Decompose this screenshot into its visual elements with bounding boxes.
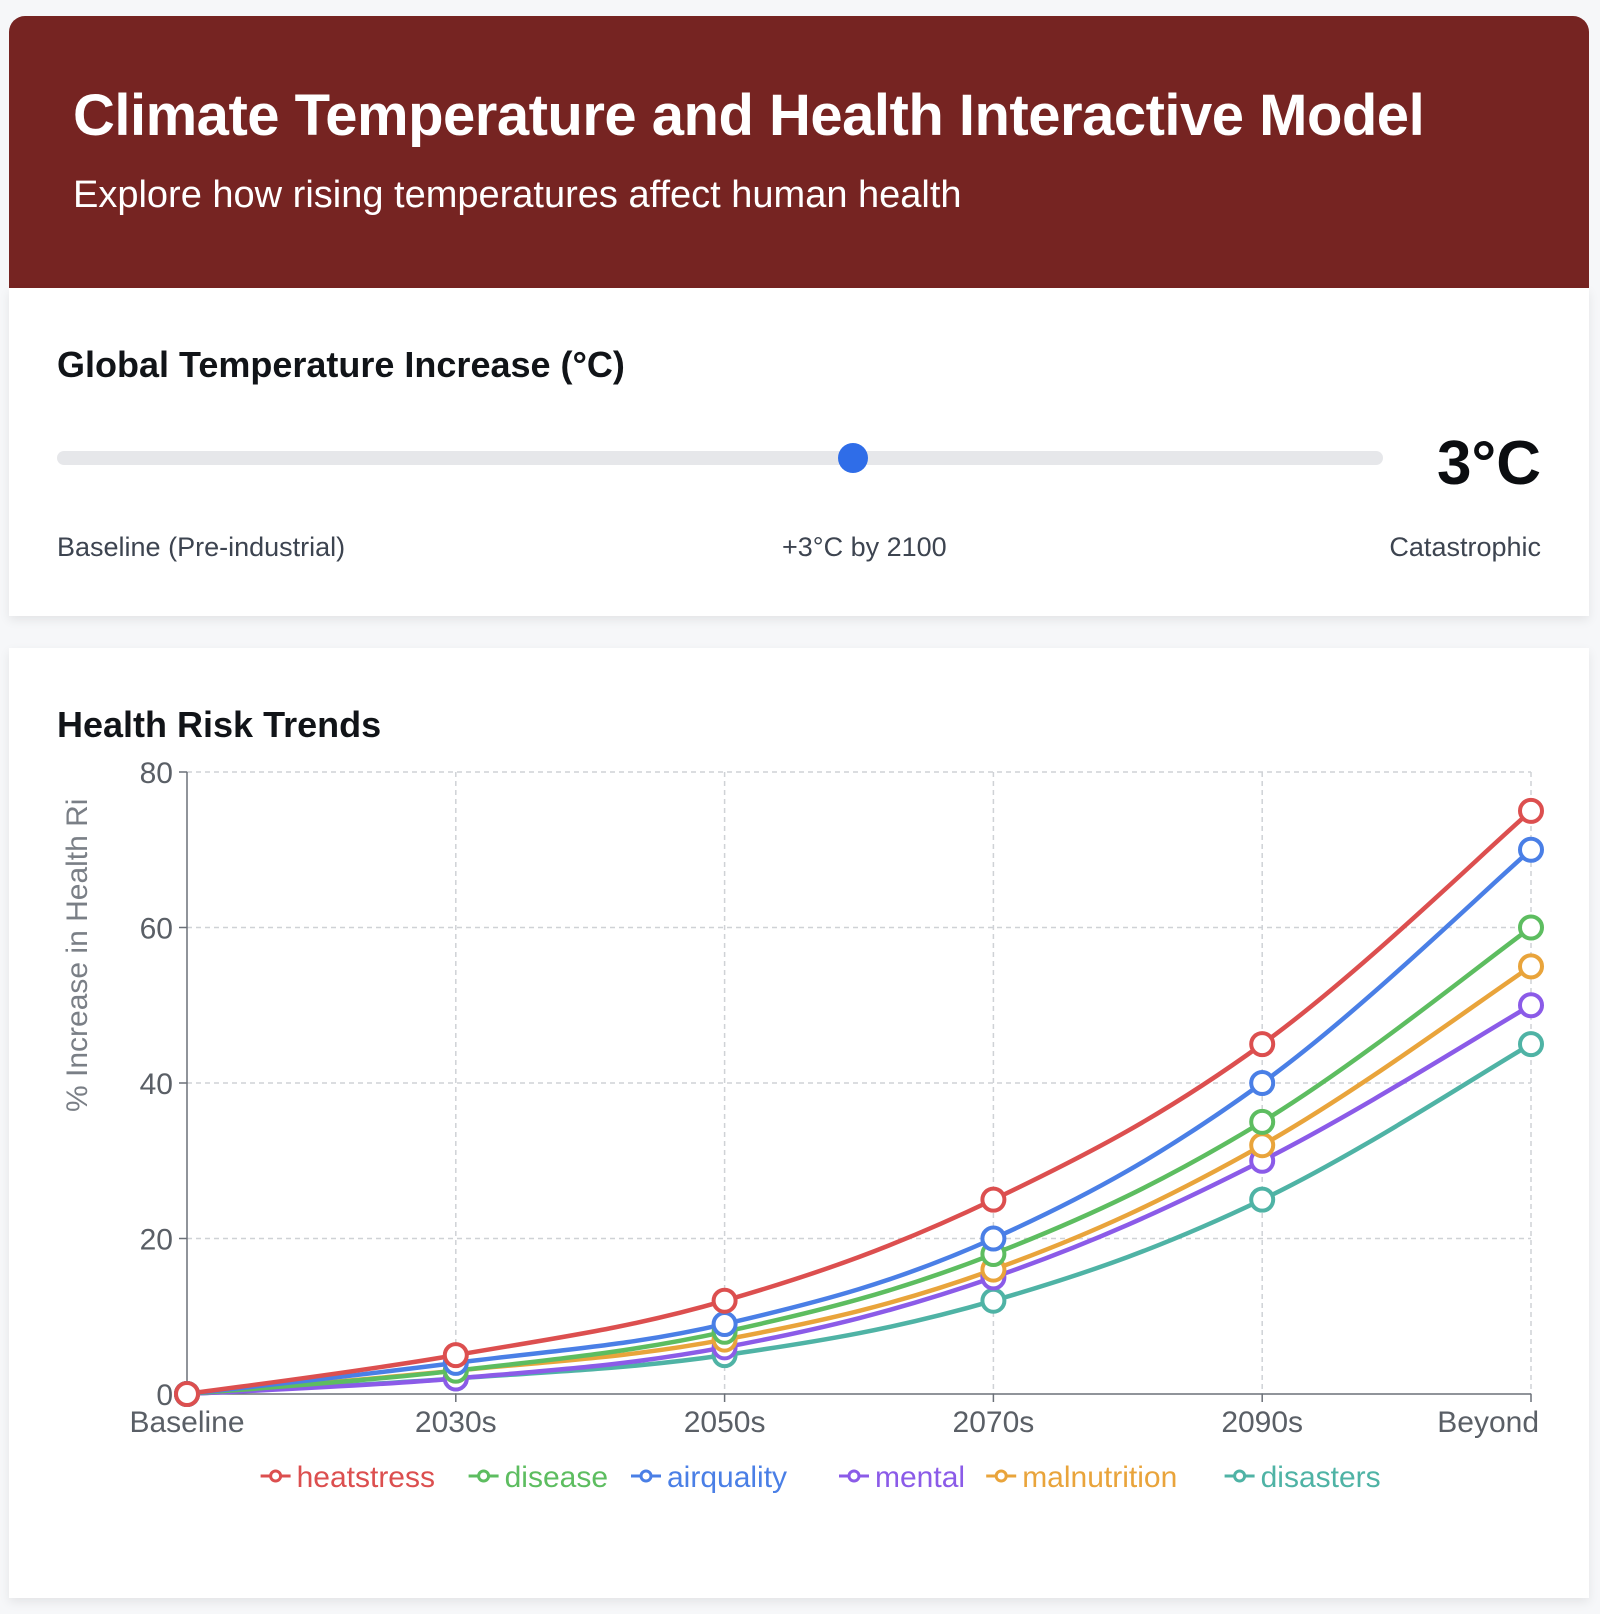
data-point-disasters	[1249, 1186, 1276, 1213]
series-line-airquality	[186, 848, 1533, 1397]
temperature-value-display: 3°C	[1436, 429, 1541, 498]
data-point-airquality	[1518, 836, 1544, 863]
x-tick-label: 2070s	[953, 1406, 1035, 1439]
slider-label-max: Catastrophic	[1389, 532, 1541, 562]
legend-label-disease: disease	[505, 1461, 608, 1494]
data-point-heatstress	[442, 1342, 469, 1369]
temperature-control-card: Global Temperature Increase (°C) 3°C Bas…	[9, 288, 1589, 616]
data-point-airquality	[711, 1311, 738, 1338]
health-risk-card: Health Risk Trends 0 20 40 60 80 Baseline 2030…	[9, 648, 1589, 1598]
series-line-disasters	[186, 1042, 1533, 1397]
data-point-disease	[1518, 914, 1544, 941]
legend-label-heatstress: heatstress	[297, 1461, 435, 1494]
page-subtitle: Explore how rising temperatures affect h…	[73, 174, 962, 216]
data-point-mental	[1518, 992, 1544, 1019]
data-point-malnutrition	[1518, 953, 1544, 980]
legend-marker-mental	[847, 1469, 861, 1483]
temperature-slider-track[interactable]	[57, 451, 1383, 465]
y-tick-label: 20	[140, 1224, 173, 1257]
series-line-heatstress	[186, 809, 1533, 1397]
x-tick-label: 2090s	[1221, 1406, 1303, 1439]
legend-marker-airquality	[639, 1469, 653, 1483]
data-point-airquality	[980, 1225, 1007, 1252]
data-point-heatstress	[1518, 797, 1544, 824]
app-header: Climate Temperature and Health Interacti…	[9, 16, 1589, 288]
data-point-disasters	[980, 1287, 1007, 1314]
data-point-heatstress	[1249, 1031, 1276, 1058]
data-point-disasters	[1518, 1031, 1544, 1058]
data-point-airquality	[1249, 1070, 1276, 1096]
page-title: Climate Temperature and Health Interacti…	[73, 83, 1425, 148]
legend-label-disasters: disasters	[1261, 1461, 1381, 1494]
slider-label-min: Baseline (Pre-industrial)	[57, 532, 346, 562]
y-tick-label: 80	[140, 757, 173, 790]
y-axis-label: % Increase in Health Ri	[61, 799, 94, 1112]
x-tick-label: 2050s	[684, 1406, 766, 1439]
legend-label-mental: mental	[875, 1461, 965, 1494]
data-point-heatstress	[711, 1287, 738, 1314]
y-tick-label: 60	[140, 913, 173, 946]
legend-label-airquality: airquality	[667, 1461, 787, 1494]
series-line-mental	[186, 1003, 1533, 1397]
y-tick-label: 0	[156, 1379, 173, 1412]
slider-label-current: +3°C by 2100	[782, 532, 947, 562]
data-point-heatstress	[174, 1381, 200, 1407]
y-tick-label: 40	[140, 1068, 173, 1101]
legend-label-malnutrition: malnutrition	[1022, 1461, 1177, 1494]
health-risk-line-chart: 0 20 40 60 80 Baseline 2030s 2050s 2070s 2090s Bey…	[61, 757, 1544, 1494]
temperature-slider-thumb[interactable]	[837, 443, 868, 473]
legend-marker-disasters	[1233, 1469, 1247, 1483]
x-tick-label: Baseline	[129, 1406, 244, 1439]
legend-marker-disease	[477, 1469, 491, 1483]
data-point-malnutrition	[1249, 1132, 1276, 1159]
x-tick-label: 2030s	[415, 1406, 497, 1439]
series-line-disease	[186, 925, 1533, 1397]
x-tick-label: Beyond	[1437, 1406, 1539, 1439]
data-point-heatstress	[980, 1186, 1007, 1213]
legend-marker-heatstress	[269, 1469, 283, 1483]
data-point-disease	[1249, 1108, 1276, 1135]
legend-marker-malnutrition	[994, 1469, 1008, 1483]
chart-title: Health Risk Trends	[57, 704, 382, 745]
temperature-control-title: Global Temperature Increase (°C)	[57, 344, 625, 385]
